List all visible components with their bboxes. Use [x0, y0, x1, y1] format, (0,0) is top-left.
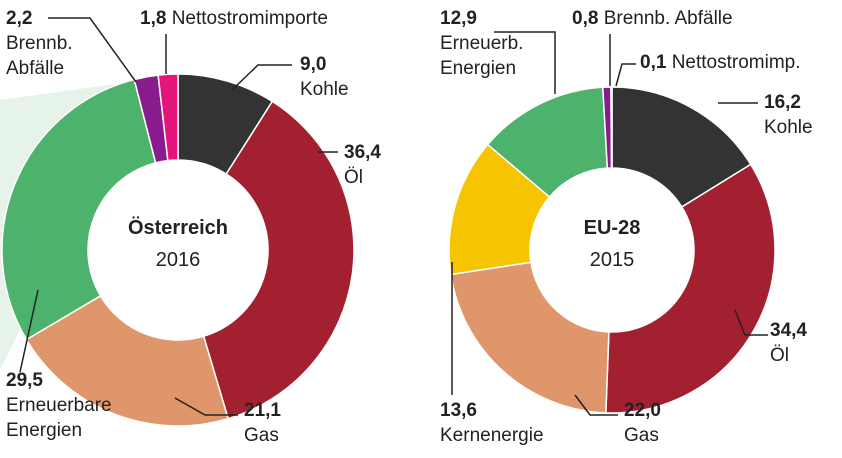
center-title: Österreich [128, 216, 228, 239]
leader-line [231, 64, 292, 91]
category-label: Erneuerbare Energien [6, 395, 112, 441]
slice [605, 163, 776, 414]
value-label: 9,0 [300, 54, 327, 75]
slice-label: 12,9 Erneuerb. Energien [440, 6, 540, 81]
slice-label: 22,0 Gas [624, 398, 684, 448]
slice [157, 73, 179, 162]
leader-line [734, 309, 768, 336]
value-label: 34,4 [770, 320, 807, 341]
value-label: 16,2 [764, 92, 801, 113]
category-label: Brennb. Abfälle [603, 8, 733, 29]
value-label: 12,9 [440, 8, 477, 29]
value-label: 21,1 [244, 400, 281, 421]
value-label: 0,1 [640, 52, 667, 73]
category-label: Gas [624, 425, 659, 446]
slice-label: 1,8 Nettostromimporte [140, 6, 400, 31]
center-subtitle: 2016 [156, 249, 201, 271]
center-title: EU-28 [584, 217, 641, 239]
leader-line [574, 394, 618, 416]
category-label: Kohle [300, 79, 349, 100]
category-label: Öl [770, 345, 789, 366]
value-label: 36,4 [344, 142, 381, 163]
leader-line [615, 63, 636, 87]
category-label: Kohle [764, 117, 813, 138]
category-label: Nettostromimp. [671, 52, 801, 73]
value-label: 0,8 [572, 8, 599, 29]
slice-label: 2,2 Brennb. Abfälle [6, 6, 76, 81]
slice [25, 294, 230, 427]
slice-label: 13,6 Kernenergie [440, 398, 580, 448]
slice-label: 9,0 Kohle [300, 52, 380, 102]
value-label: 29,5 [6, 370, 43, 391]
slice-label: 16,2 Kohle [764, 90, 834, 140]
category-label: Brennb. Abfälle [6, 33, 73, 79]
leader-line [48, 17, 137, 83]
slice [202, 100, 355, 420]
slice [449, 261, 610, 414]
value-label: 22,0 [624, 400, 661, 421]
slice-label: 29,5 Erneuerbare Energien [6, 368, 126, 443]
category-label: Kernenergie [440, 425, 544, 446]
value-label: 13,6 [440, 400, 477, 421]
value-label: 2,2 [6, 8, 33, 29]
slice-label: 0,8 Brennb. Abfälle [572, 6, 812, 31]
category-label: Gas [244, 425, 279, 446]
category-label: Öl [344, 167, 363, 188]
leader-line [494, 31, 556, 94]
slice [610, 86, 613, 169]
slice-label: 36,4 Öl [344, 140, 404, 190]
slice [1, 78, 157, 341]
leader-line [174, 397, 238, 416]
leader-line [19, 289, 39, 373]
value-label: 1,8 [140, 8, 167, 29]
center-subtitle: 2015 [590, 249, 635, 271]
slice-label: 21,1 Gas [244, 398, 304, 448]
slice-label: 0,1 Nettostromimp. [640, 50, 840, 75]
category-label: Nettostromimporte [171, 8, 328, 29]
category-label: Erneuerb. Energien [440, 33, 524, 79]
slice-label: 34,4 Öl [770, 318, 830, 368]
